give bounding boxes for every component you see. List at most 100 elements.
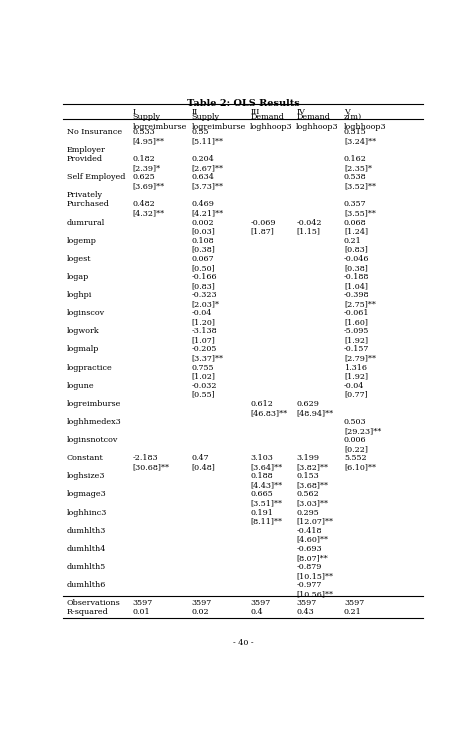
Text: [6.10]**: [6.10]** [344, 463, 376, 471]
Text: [0.83]: [0.83] [191, 282, 215, 290]
Text: IV: IV [296, 108, 305, 116]
Text: 0.108: 0.108 [191, 237, 214, 245]
Text: logmalp: logmalp [66, 346, 99, 354]
Text: -3.138: -3.138 [191, 327, 217, 335]
Text: [48.94]**: [48.94]** [296, 409, 333, 417]
Text: dumhlth4: dumhlth4 [66, 545, 106, 553]
Text: logest: logest [66, 254, 91, 262]
Text: [3.37]**: [3.37]** [191, 354, 224, 362]
Text: 0.006: 0.006 [344, 436, 366, 444]
Text: logwork: logwork [66, 327, 100, 335]
Text: [30.68]**: [30.68]** [133, 463, 170, 471]
Text: -5.095: -5.095 [344, 327, 369, 335]
Text: -0.166: -0.166 [191, 273, 217, 281]
Text: [3.68]**: [3.68]** [296, 481, 328, 489]
Text: 3597: 3597 [344, 599, 364, 607]
Text: Demand: Demand [250, 113, 284, 121]
Text: 0.469: 0.469 [191, 200, 214, 208]
Text: [4.32]**: [4.32]** [133, 209, 165, 217]
Text: Constant: Constant [66, 454, 103, 462]
Text: loghhoop3: loghhoop3 [296, 123, 339, 130]
Text: -0.061: -0.061 [344, 309, 369, 317]
Text: 3597: 3597 [296, 599, 317, 607]
Text: 0.188: 0.188 [250, 472, 273, 480]
Text: [0.50]: [0.50] [191, 264, 215, 272]
Text: [5.11]**: [5.11]** [191, 137, 224, 145]
Text: V: V [344, 108, 350, 116]
Text: [3.51]**: [3.51]** [250, 499, 283, 507]
Text: [8.11]**: [8.11]** [250, 518, 283, 526]
Text: [2.75]**: [2.75]** [344, 300, 376, 308]
Text: [0.38]: [0.38] [191, 246, 215, 254]
Text: dumhlth5: dumhlth5 [66, 563, 106, 571]
Text: 0.162: 0.162 [344, 155, 367, 163]
Text: 0.191: 0.191 [250, 509, 273, 517]
Text: dumhlth3: dumhlth3 [66, 526, 106, 534]
Text: 0.21: 0.21 [344, 237, 362, 245]
Text: - 40 -: - 40 - [233, 639, 253, 647]
Text: -0.032: -0.032 [191, 382, 217, 390]
Text: dumhlth6: dumhlth6 [66, 581, 106, 589]
Text: loginscov: loginscov [66, 309, 105, 317]
Text: 0.503: 0.503 [344, 418, 366, 426]
Text: [1.92]: [1.92] [344, 373, 368, 381]
Text: z(m): z(m) [344, 113, 362, 121]
Text: logreimburse: logreimburse [133, 123, 187, 130]
Text: 0.182: 0.182 [133, 155, 155, 163]
Text: [0.38]: [0.38] [344, 264, 368, 272]
Text: -0.418: -0.418 [296, 526, 322, 534]
Text: 0.629: 0.629 [296, 399, 319, 408]
Text: R-squared: R-squared [66, 608, 109, 616]
Text: Supply: Supply [191, 113, 219, 121]
Text: -0.398: -0.398 [344, 291, 369, 299]
Text: [3.52]**: [3.52]** [344, 182, 376, 190]
Text: logune: logune [66, 382, 94, 390]
Text: dumrural: dumrural [66, 219, 105, 227]
Text: [46.83]**: [46.83]** [250, 409, 287, 417]
Text: [3.24]**: [3.24]** [344, 137, 376, 145]
Text: 0.47: 0.47 [191, 454, 209, 462]
Text: [29.23]**: [29.23]** [344, 427, 381, 435]
Text: 0.538: 0.538 [344, 174, 366, 182]
Text: [1.20]: [1.20] [191, 319, 216, 326]
Text: -0.977: -0.977 [296, 581, 321, 589]
Text: [2.67]**: [2.67]** [191, 164, 224, 172]
Text: [4.60]**: [4.60]** [296, 536, 328, 544]
Text: 0.067: 0.067 [191, 254, 214, 262]
Text: III: III [250, 108, 260, 116]
Text: [1.24]: [1.24] [344, 227, 368, 235]
Text: -0.879: -0.879 [296, 563, 321, 571]
Text: loghhinc3: loghhinc3 [66, 509, 107, 517]
Text: [1.60]: [1.60] [344, 319, 368, 326]
Text: [4.95]**: [4.95]** [133, 137, 165, 145]
Text: [1.87]: [1.87] [250, 227, 274, 235]
Text: [3.55]**: [3.55]** [344, 209, 376, 217]
Text: [1.15]: [1.15] [296, 227, 320, 235]
Text: [1.92]: [1.92] [344, 336, 368, 344]
Text: loghpi: loghpi [66, 291, 92, 299]
Text: 0.482: 0.482 [133, 200, 155, 208]
Text: Self Employed: Self Employed [66, 174, 125, 182]
Text: -0.693: -0.693 [296, 545, 322, 553]
Text: logmage3: logmage3 [66, 491, 106, 499]
Text: [3.82]**: [3.82]** [296, 463, 328, 471]
Text: 0.068: 0.068 [344, 219, 366, 227]
Text: [4.21]**: [4.21]** [191, 209, 224, 217]
Text: [2.39]*: [2.39]* [133, 164, 161, 172]
Text: 3.103: 3.103 [250, 454, 273, 462]
Text: 0.153: 0.153 [296, 472, 319, 480]
Text: [3.73]**: [3.73]** [191, 182, 224, 190]
Text: 0.634: 0.634 [191, 174, 214, 182]
Text: 0.43: 0.43 [296, 608, 314, 616]
Text: 3597: 3597 [191, 599, 212, 607]
Text: [0.48]: [0.48] [191, 463, 215, 471]
Text: Employer: Employer [66, 146, 106, 154]
Text: -0.04: -0.04 [191, 309, 212, 317]
Text: -0.069: -0.069 [250, 219, 276, 227]
Text: Supply: Supply [133, 113, 161, 121]
Text: [10.15]**: [10.15]** [296, 572, 333, 580]
Text: [0.22]: [0.22] [344, 445, 368, 453]
Text: 5.552: 5.552 [344, 454, 366, 462]
Text: 0.002: 0.002 [191, 219, 214, 227]
Text: loghsize3: loghsize3 [66, 472, 105, 480]
